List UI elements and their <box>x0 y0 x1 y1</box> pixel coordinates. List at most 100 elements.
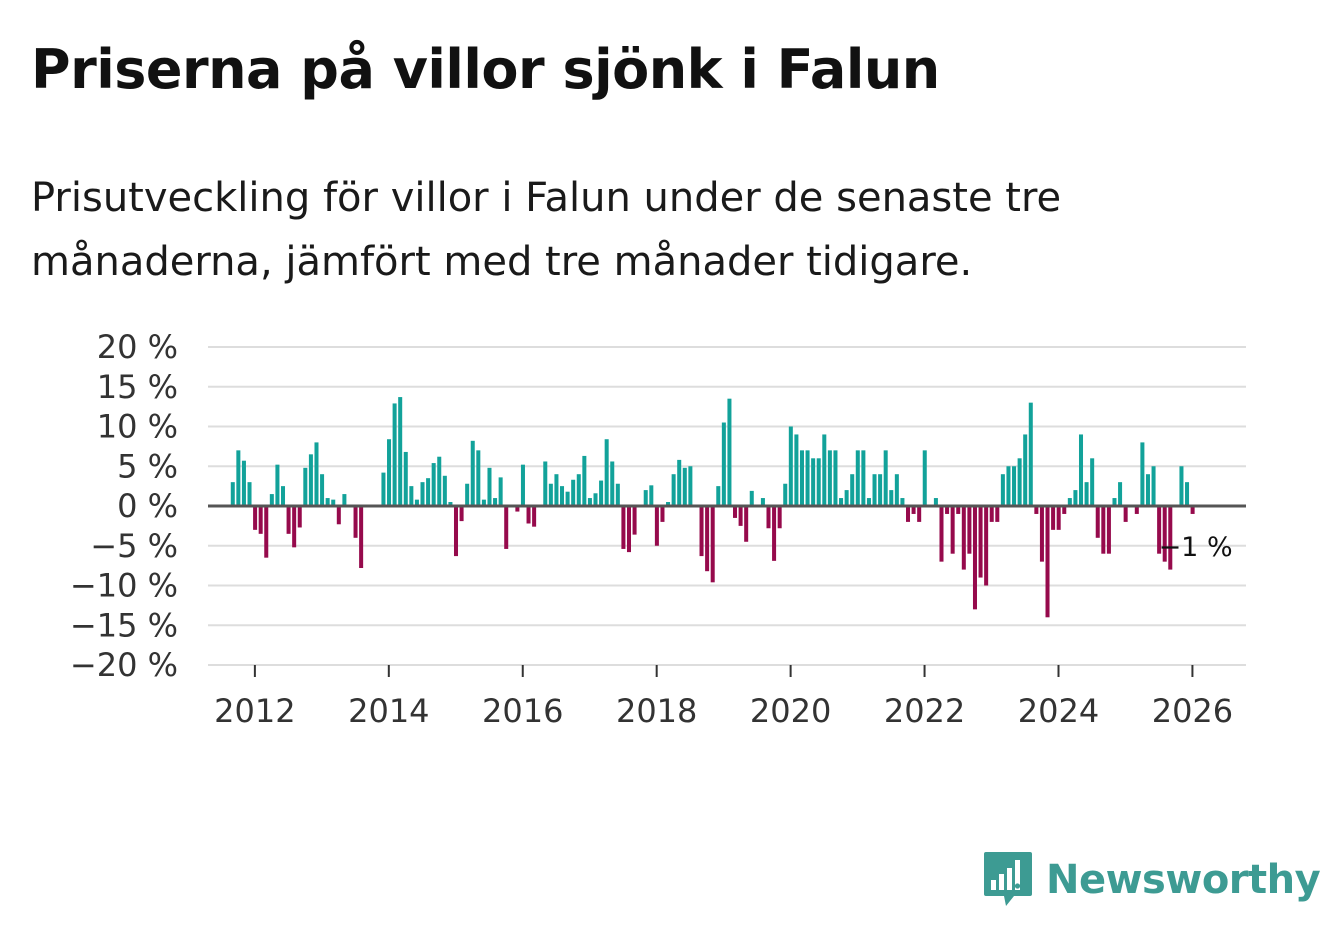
bar <box>794 434 799 506</box>
bar <box>515 506 520 512</box>
bar <box>1185 482 1190 506</box>
bar <box>587 498 592 506</box>
bar <box>1000 474 1005 506</box>
y-tick-label: −5 % <box>90 527 178 565</box>
bar <box>403 451 408 506</box>
bar <box>995 506 1000 522</box>
bar <box>688 466 693 506</box>
bar <box>308 454 313 506</box>
bar <box>1179 466 1184 506</box>
bar <box>253 506 258 530</box>
y-tick-label: 0 % <box>117 487 178 525</box>
bar <box>850 474 855 506</box>
bar <box>699 506 704 557</box>
bar <box>426 478 431 506</box>
bar <box>303 467 308 506</box>
bar <box>911 506 916 514</box>
bar <box>241 460 246 506</box>
bar <box>1073 490 1078 506</box>
bar <box>275 464 280 506</box>
bar <box>1168 506 1173 570</box>
bar <box>526 506 531 524</box>
bar <box>1190 506 1195 514</box>
bar <box>582 455 587 506</box>
bar <box>320 474 325 506</box>
y-tick-label: −15 % <box>70 606 178 644</box>
bar <box>1039 506 1044 562</box>
bar <box>442 475 447 506</box>
x-tick-label: 2020 <box>750 692 831 730</box>
bar <box>258 506 263 534</box>
bar <box>710 506 715 583</box>
bar <box>1162 506 1167 562</box>
bar <box>1012 466 1017 506</box>
bar <box>565 491 570 506</box>
bar <box>822 434 827 506</box>
bar <box>1101 506 1106 554</box>
bar <box>314 442 319 506</box>
bar <box>548 483 553 506</box>
bar <box>1078 434 1084 506</box>
bar <box>1112 498 1117 506</box>
bar <box>788 426 793 506</box>
bar <box>392 403 397 506</box>
bar <box>922 450 927 506</box>
bar <box>560 486 565 507</box>
x-tick-label: 2012 <box>214 692 295 730</box>
bar <box>799 450 804 506</box>
bar <box>855 450 860 506</box>
bar <box>604 439 609 506</box>
bar <box>459 506 464 522</box>
bar <box>1084 482 1089 506</box>
bar <box>593 493 598 506</box>
bar <box>280 486 286 507</box>
bar <box>1157 506 1162 554</box>
bar <box>1034 506 1039 514</box>
bar <box>264 506 269 558</box>
bar <box>1067 498 1072 506</box>
bar <box>894 474 899 506</box>
bar <box>705 506 710 572</box>
bar <box>649 485 654 506</box>
bar <box>721 422 726 506</box>
bar <box>621 506 626 549</box>
y-tick-label: −20 % <box>70 646 178 684</box>
bar <box>381 472 386 506</box>
bar <box>660 506 665 522</box>
bar <box>453 506 459 557</box>
bar <box>353 506 358 538</box>
bar <box>1028 402 1033 506</box>
x-tick-label: 2026 <box>1152 692 1233 730</box>
bar <box>493 498 498 506</box>
bar <box>989 506 994 522</box>
bar <box>571 479 576 506</box>
bar <box>632 506 637 535</box>
bar <box>476 450 481 506</box>
bar <box>839 498 844 506</box>
y-tick-label: 15 % <box>97 368 178 406</box>
bar <box>610 461 615 506</box>
bar <box>481 499 486 506</box>
bar <box>230 482 235 506</box>
labels: −20 %−15 %−10 %−5 %0 %5 %10 %15 %20 % 201… <box>70 328 1233 730</box>
bars <box>230 397 1195 618</box>
bar <box>532 506 537 527</box>
bar <box>286 506 291 534</box>
bar <box>805 450 810 506</box>
bar <box>1056 506 1061 530</box>
bar <box>576 474 581 506</box>
bar <box>1145 474 1150 506</box>
x-tick-label: 2016 <box>482 692 563 730</box>
bar <box>866 498 871 506</box>
bar <box>961 506 966 570</box>
bar <box>387 439 392 506</box>
bar <box>772 506 777 561</box>
bar <box>811 458 816 506</box>
newsworthy-logo: Newsworthy <box>982 850 1321 910</box>
bar <box>336 506 341 525</box>
bar <box>437 456 442 506</box>
bar <box>766 506 771 529</box>
bar <box>498 477 503 506</box>
y-tick-label: −10 % <box>70 567 178 605</box>
bar <box>760 498 765 506</box>
